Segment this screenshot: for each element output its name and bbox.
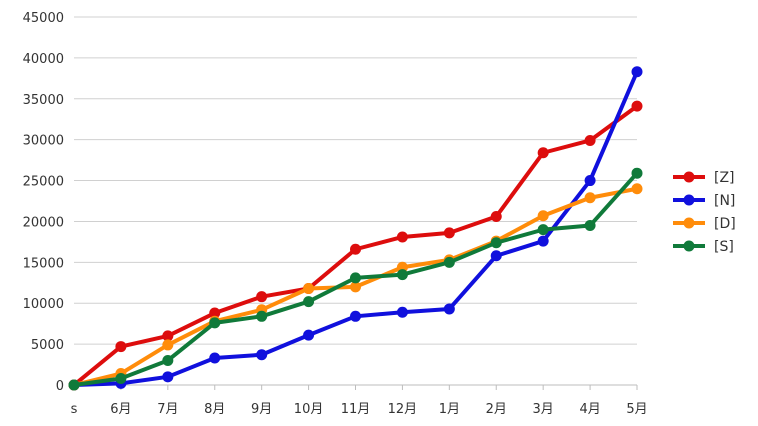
data-point <box>537 210 549 222</box>
data-point <box>209 352 221 364</box>
data-point <box>68 379 80 391</box>
data-point <box>537 235 549 247</box>
data-point <box>584 192 596 204</box>
y-tick-label: 20000 <box>23 215 64 230</box>
x-tick-label: 8月 <box>204 402 225 417</box>
data-point <box>443 303 455 315</box>
data-point <box>443 227 455 239</box>
data-point <box>303 296 315 308</box>
x-tick-label: 3月 <box>533 402 554 417</box>
data-point <box>631 100 643 112</box>
y-tick-label: 0 <box>56 379 64 394</box>
y-tick-label: 40000 <box>23 52 64 67</box>
series-group <box>68 66 643 391</box>
data-point <box>396 231 408 243</box>
x-tick-label: 12月 <box>388 402 418 417</box>
data-point <box>209 317 221 329</box>
data-point <box>256 310 268 322</box>
legend-label: [N] <box>714 193 735 209</box>
data-point <box>303 329 315 341</box>
data-point <box>631 66 643 78</box>
data-point <box>490 250 502 262</box>
data-point <box>303 283 315 295</box>
x-tick-label: s <box>71 402 78 417</box>
legend-item: [D] <box>673 216 736 232</box>
data-point <box>162 330 174 342</box>
x-tick-label: 1月 <box>439 402 460 417</box>
data-point <box>537 224 549 236</box>
data-point <box>490 237 502 249</box>
series-n <box>68 66 643 391</box>
y-tick-label: 30000 <box>23 134 64 149</box>
y-tick-label: 25000 <box>23 175 64 190</box>
x-tick-label: 2月 <box>486 402 507 417</box>
x-tick-label: 5月 <box>626 402 647 417</box>
x-tick-label: 10月 <box>294 402 324 417</box>
legend-label: [S] <box>714 239 734 255</box>
data-point <box>584 134 596 146</box>
legend: [Z] [N] [D] [S] <box>673 170 736 255</box>
data-point <box>396 269 408 281</box>
data-point <box>350 281 361 293</box>
legend-label: [Z] <box>714 170 735 186</box>
data-point <box>162 371 174 383</box>
x-tick-labels: s 6月 7月 8月 9月 10月 11月 12月 1月 2月 3月 4月 5月 <box>71 402 648 417</box>
data-point <box>537 147 549 159</box>
y-tick-label: 45000 <box>23 11 64 26</box>
data-point <box>443 256 455 268</box>
data-point <box>350 243 361 255</box>
grid-lines <box>74 16 637 345</box>
legend-label: [D] <box>714 216 736 232</box>
y-tick-labels: 0 5000 10000 15000 20000 25000 30000 35000 40000… <box>23 11 64 394</box>
y-tick-label: 10000 <box>23 297 64 312</box>
legend-swatch-marker <box>683 240 695 252</box>
data-point <box>115 341 127 353</box>
data-point <box>115 372 127 384</box>
y-tick-label: 5000 <box>31 338 64 353</box>
legend-item: [N] <box>673 193 735 209</box>
data-point <box>350 272 361 284</box>
series-d <box>68 183 643 391</box>
x-tick-label: 6月 <box>110 402 131 417</box>
data-point <box>162 339 174 351</box>
data-point <box>584 175 596 187</box>
data-point <box>490 211 502 223</box>
data-point <box>631 183 643 195</box>
data-point <box>396 306 408 318</box>
legend-swatch-marker <box>683 217 695 229</box>
legend-item: [Z] <box>673 170 735 186</box>
data-point <box>256 291 268 303</box>
series-z <box>68 100 643 391</box>
x-tick-label: 7月 <box>157 402 178 417</box>
data-point <box>256 349 268 361</box>
x-tick-label: 11月 <box>341 402 371 417</box>
x-tick-label: 9月 <box>251 402 272 417</box>
legend-swatch-marker <box>683 194 695 206</box>
data-point <box>350 310 361 322</box>
data-point <box>209 307 221 319</box>
axes <box>73 384 638 390</box>
legend-item: [S] <box>673 239 734 255</box>
y-tick-label: 35000 <box>23 93 64 108</box>
data-point <box>162 354 174 366</box>
data-point <box>584 220 596 232</box>
y-tick-label: 15000 <box>23 256 64 271</box>
legend-swatch-marker <box>683 171 695 183</box>
data-point <box>631 167 643 179</box>
x-tick-label: 4月 <box>579 402 600 417</box>
series-s <box>68 167 643 391</box>
